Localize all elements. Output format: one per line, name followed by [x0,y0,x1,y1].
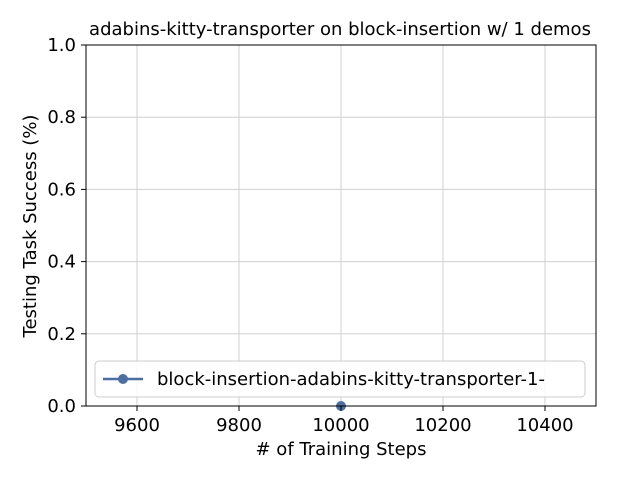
y-tick-label: 0.6 [47,179,76,200]
x-tick-label: 10400 [516,415,573,436]
x-axis-label: # of Training Steps [256,439,427,460]
y-tick-label: 0.2 [47,324,76,345]
y-tick-label: 0.8 [47,107,76,128]
y-tick-label: 0.4 [47,252,76,273]
legend-box [94,360,586,398]
x-tick-label: 9600 [114,415,160,436]
legend-label: block-insertion-adabins-kitty-transporte… [157,369,545,390]
legend-marker [118,374,128,384]
chart-title: adabins-kitty-transporter on block-inser… [89,19,591,40]
x-tick-label: 10200 [414,415,471,436]
y-tick-label: 0.0 [47,396,76,417]
y-axis-label: Testing Task Success (%) [20,115,41,339]
x-tick-label: 9800 [216,415,262,436]
y-tick-label: 1.0 [47,35,76,56]
x-tick-label: 10000 [312,415,369,436]
plot-area: 9600 9800 10000 10200 10400 0.0 0.2 0.4 0.6 0.8 1.… [47,35,597,436]
